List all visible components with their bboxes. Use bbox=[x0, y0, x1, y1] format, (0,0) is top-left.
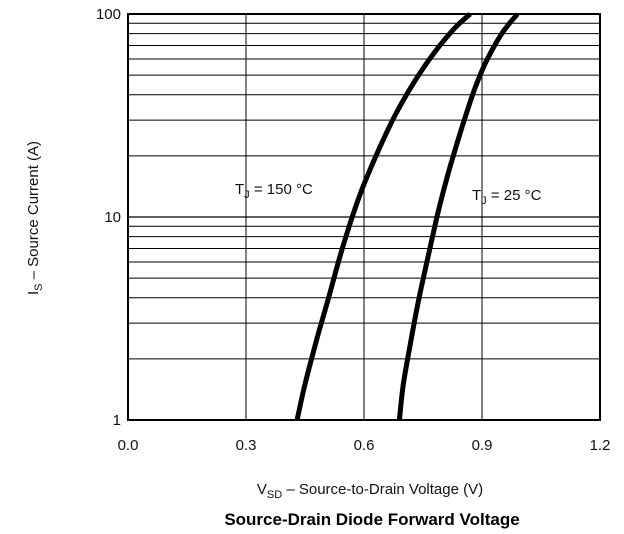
y-tick-label: 1 bbox=[113, 412, 121, 429]
series-label-25c: TJ = 25 °C bbox=[472, 187, 542, 207]
x-tick-label: 0.3 bbox=[236, 437, 257, 454]
x-tick-label: 1.2 bbox=[590, 437, 611, 454]
plot-frame bbox=[127, 13, 601, 421]
tick-labels: 0.0 0.3 0.6 0.9 1.2 1 10 100 bbox=[96, 6, 610, 454]
grid bbox=[128, 14, 600, 420]
x-axis-label: VSD – Source-to-Drain Voltage (V) bbox=[257, 481, 483, 501]
curve-150c bbox=[294, 12, 472, 421]
x-tick-label: 0.6 bbox=[354, 437, 375, 454]
series-curves bbox=[294, 12, 520, 421]
curve-25c bbox=[396, 12, 520, 421]
chart-title: Source-Drain Diode Forward Voltage bbox=[224, 510, 519, 529]
y-tick-label: 100 bbox=[96, 6, 121, 23]
y-axis-label: IS – Source Current (A) bbox=[25, 141, 45, 295]
x-tick-label: 0.0 bbox=[118, 437, 139, 454]
series-label-150c: TJ = 150 °C bbox=[235, 181, 313, 201]
x-tick-label: 0.9 bbox=[472, 437, 493, 454]
y-tick-label: 10 bbox=[104, 209, 121, 226]
